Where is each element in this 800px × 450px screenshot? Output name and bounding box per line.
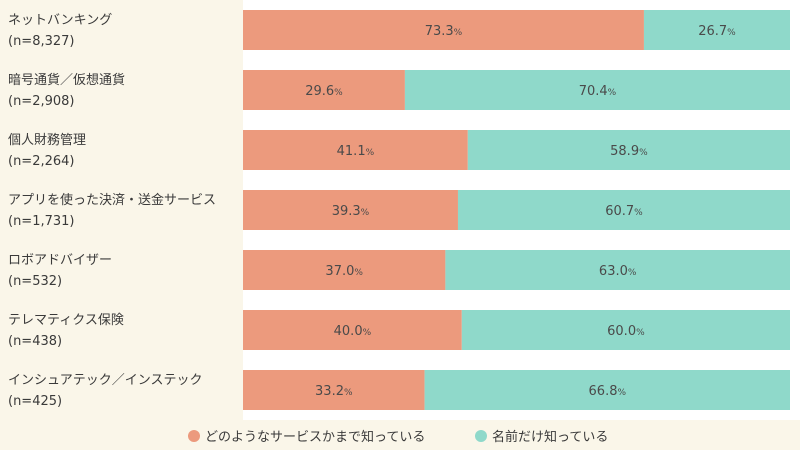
bar-segment-detailed: [243, 130, 468, 170]
data-label: 29.6%: [305, 84, 343, 99]
sample-size-label: (n=532): [8, 274, 62, 289]
bar-segment-detailed: [243, 190, 458, 230]
category-label: アプリを使った決済・送金サービス: [8, 192, 216, 208]
bar-segment-name-only: [467, 130, 790, 170]
bar-segment-detailed: [243, 310, 462, 350]
legend: どのようなサービスかまで知っている 名前だけ知っている: [188, 429, 608, 445]
bar-segment-detailed: [243, 370, 425, 410]
chart-row: 個人財務管理 (n=2,264) 41.1% 58.9%: [8, 130, 790, 170]
sample-size-label: (n=2,264): [8, 154, 75, 169]
category-label: テレマティクス保険: [8, 313, 124, 328]
bar-segment-name-only: [445, 250, 790, 290]
sample-size-label: (n=438): [8, 334, 62, 349]
data-label: 73.3%: [425, 24, 463, 39]
legend-item: どのようなサービスかまで知っている: [188, 429, 425, 445]
bar-segment-name-only: [424, 370, 790, 410]
bar-segment-name-only: [404, 70, 790, 110]
bar-segment-detailed: [243, 70, 405, 110]
bar-segment-name-only: [643, 10, 790, 50]
data-label: 37.0%: [325, 264, 363, 279]
data-label: 26.7%: [698, 24, 736, 39]
data-label: 39.3%: [332, 204, 370, 219]
data-label: 63.0%: [599, 264, 637, 279]
chart-row: ロボアドバイザー (n=532) 37.0% 63.0%: [8, 250, 790, 290]
category-label: 個人財務管理: [8, 133, 86, 148]
data-label: 60.7%: [605, 204, 643, 219]
sample-size-label: (n=8,327): [8, 34, 75, 49]
category-label: ネットバンキング: [8, 13, 112, 28]
category-label: 暗号通貨／仮想通貨: [8, 72, 125, 88]
bar-segment-detailed: [243, 10, 644, 50]
data-label: 40.0%: [334, 324, 372, 339]
legend-item: 名前だけ知っている: [475, 429, 608, 445]
data-label: 70.4%: [579, 84, 617, 99]
bar-segment-name-only: [457, 190, 790, 230]
chart-row: ネットバンキング (n=8,327) 73.3% 26.7%: [8, 10, 790, 50]
data-label: 60.0%: [607, 324, 645, 339]
data-label: 41.1%: [337, 144, 375, 159]
chart-row: 暗号通貨／仮想通貨 (n=2,908) 29.6% 70.4%: [8, 70, 790, 110]
legend-label: 名前だけ知っている: [492, 429, 608, 445]
category-label: インシュアテック／インステック: [8, 373, 202, 388]
data-label: 66.8%: [589, 384, 627, 399]
sample-size-label: (n=425): [8, 394, 62, 409]
legend-swatch: [188, 430, 200, 442]
bar-segment-detailed: [243, 250, 446, 290]
data-label: 58.9%: [610, 144, 648, 159]
legend-label: どのようなサービスかまで知っている: [205, 429, 425, 445]
legend-swatch: [475, 430, 487, 442]
chart-row: テレマティクス保険 (n=438) 40.0% 60.0%: [8, 310, 790, 350]
sample-size-label: (n=2,908): [8, 94, 75, 109]
bar-segment-name-only: [461, 310, 790, 350]
chart-row: アプリを使った決済・送金サービス (n=1,731) 39.3% 60.7%: [8, 190, 790, 230]
sample-size-label: (n=1,731): [8, 214, 75, 229]
data-label: 33.2%: [315, 384, 353, 399]
category-label: ロボアドバイザー: [8, 253, 112, 268]
chart-row: インシュアテック／インステック (n=425) 33.2% 66.8%: [8, 370, 790, 410]
